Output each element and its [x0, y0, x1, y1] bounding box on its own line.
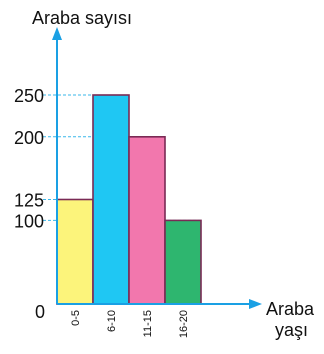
y-tick-label: 250: [14, 86, 44, 106]
x-tick-label: 16-20: [178, 310, 190, 338]
y-axis-arrow-icon: [52, 27, 62, 40]
x-tick-label: 11-15: [142, 310, 154, 337]
x-axis-title-line-2: yaşı: [275, 320, 308, 340]
y-tick-label: 0: [35, 302, 45, 322]
x-axis-arrow-icon: [249, 299, 262, 309]
y-tick-label: 200: [14, 128, 44, 148]
bar-0-5: [56, 198, 94, 305]
bar-16-20: [164, 219, 202, 305]
y-tick-label: 100: [14, 211, 44, 231]
y-axis-title: Araba sayısı: [32, 8, 132, 28]
x-tick-label: 6-10: [106, 310, 118, 332]
bars: [56, 94, 202, 305]
y-tick-label: 125: [14, 191, 44, 211]
bar-11-15: [128, 136, 166, 305]
x-axis-title-line-1: Araba: [266, 299, 315, 319]
x-tick-label: 0-5: [70, 310, 82, 326]
x-tick-labels: 0-5 6-10 11-15 16-20: [70, 310, 190, 338]
bar-6-10: [92, 94, 130, 305]
